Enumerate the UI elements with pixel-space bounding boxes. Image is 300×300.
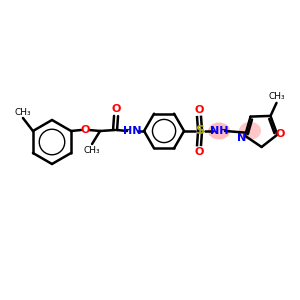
Ellipse shape	[208, 122, 230, 140]
Text: NH: NH	[210, 126, 228, 136]
Text: CH₃: CH₃	[84, 146, 100, 155]
Text: N: N	[237, 133, 247, 143]
Text: S: S	[196, 124, 205, 137]
Text: O: O	[276, 129, 285, 139]
Ellipse shape	[239, 122, 261, 140]
Text: HN: HN	[123, 126, 141, 136]
Text: CH₃: CH₃	[268, 92, 285, 101]
Text: O: O	[194, 147, 204, 157]
Text: O: O	[194, 105, 204, 115]
Text: CH₃: CH₃	[15, 108, 31, 117]
Text: O: O	[80, 125, 90, 135]
Text: O: O	[111, 104, 121, 114]
